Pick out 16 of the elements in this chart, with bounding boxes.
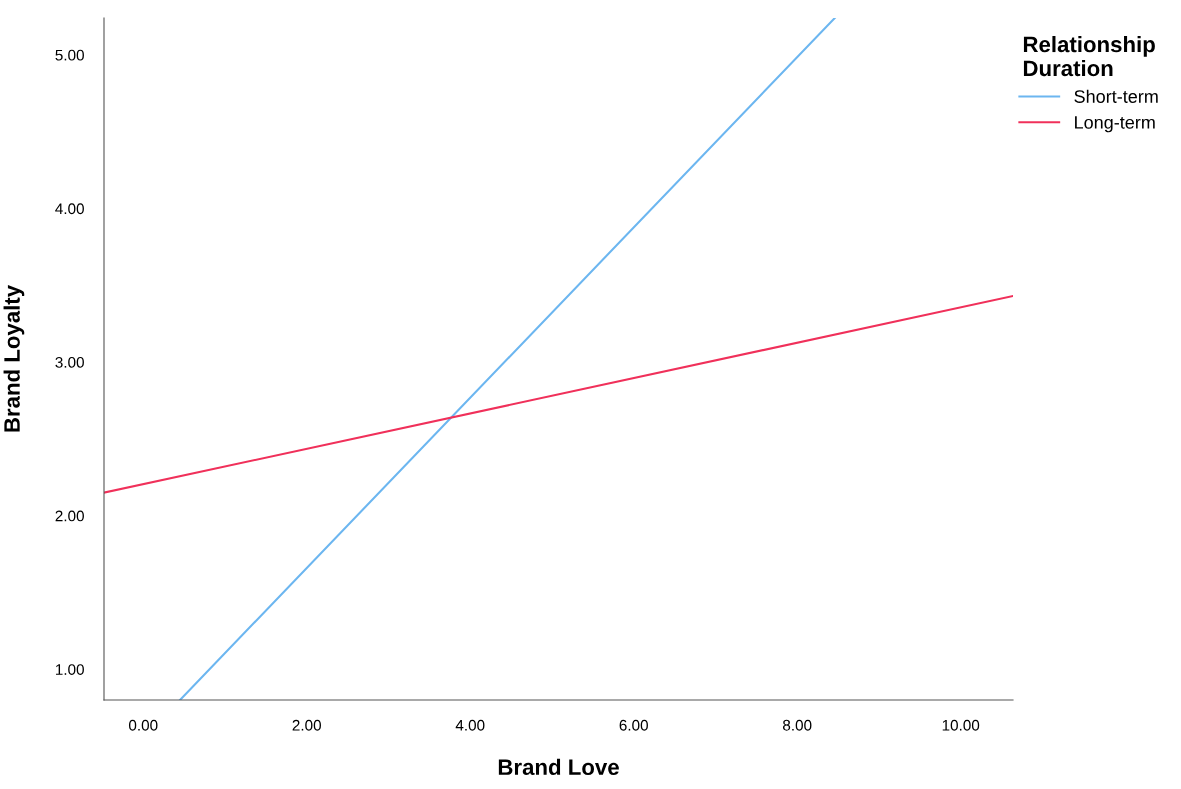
legend-label: Long-term: [1075, 116, 1155, 133]
x-tick-label: 10.00: [942, 719, 980, 731]
x-tick-label: 8.00: [782, 719, 812, 731]
y-tick-label: 2.00: [55, 510, 84, 522]
x-tick-label: 2.00: [292, 719, 321, 731]
y-tick-label: 5.00: [55, 49, 84, 61]
legend-label: Short-term: [1074, 89, 1158, 103]
x-tick-label: 0.00: [128, 719, 158, 731]
legend-title: Relationship Duration: [1023, 35, 1155, 77]
y-axis-title: Brand Loyalty: [3, 285, 25, 432]
x-tick-label: 4.00: [455, 719, 485, 731]
y-tick-label: 1.00: [55, 664, 84, 675]
x-axis-title: Brand Love: [498, 758, 619, 776]
y-tick-label: 3.00: [55, 356, 84, 368]
x-tick-label: 6.00: [619, 719, 648, 731]
y-tick-label: 4.00: [55, 203, 84, 215]
